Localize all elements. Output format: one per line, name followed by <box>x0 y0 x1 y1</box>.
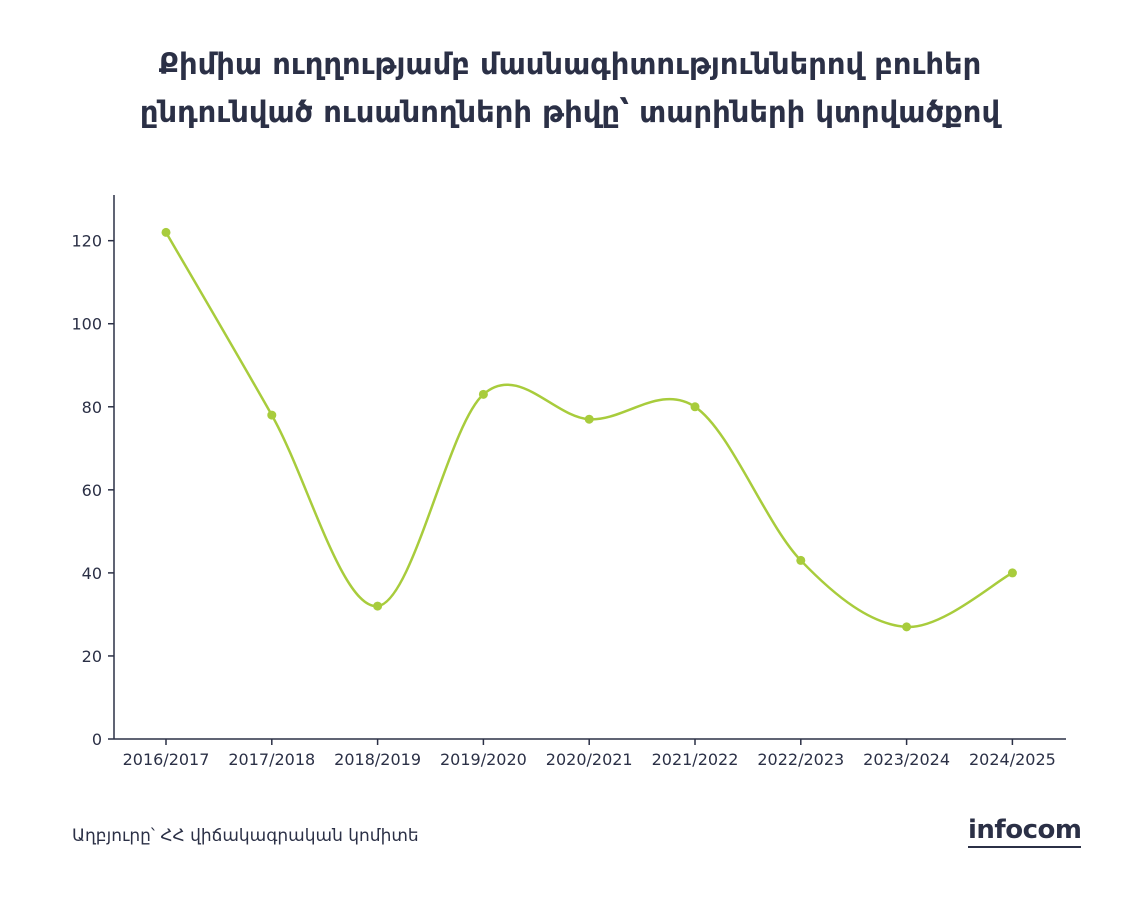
data-point <box>584 414 594 424</box>
chart-title: Քիմիա ուղղությամբ մասնագիտություններով բ… <box>40 40 1100 136</box>
x-tick-label: 2018/2019 <box>334 750 421 769</box>
chart-title-line-2: ընդունված ուսանողների թիվը՝ տարիների կտր… <box>139 95 1001 129</box>
data-point <box>373 601 383 611</box>
x-tick-label: 2020/2021 <box>546 750 633 769</box>
x-tick-label: 2017/2018 <box>228 750 315 769</box>
source-note: Աղբյուրը՝ ՀՀ վիճակագրական կոմիտե <box>72 826 419 846</box>
data-point <box>690 402 700 412</box>
y-tick-label: 80 <box>82 398 102 417</box>
y-tick-label: 40 <box>82 564 102 583</box>
x-tick-label: 2019/2020 <box>440 750 527 769</box>
data-point <box>1007 568 1017 578</box>
infocom-logo: infocom <box>968 816 1082 848</box>
y-tick-label: 20 <box>82 647 102 666</box>
series-line <box>164 231 1013 629</box>
x-tick-label: 2021/2022 <box>652 750 739 769</box>
x-tick-label: 2023/2024 <box>863 750 950 769</box>
y-tick-label: 100 <box>71 315 102 334</box>
x-tick-label: 2016/2017 <box>123 750 210 769</box>
data-point <box>267 410 277 420</box>
chart-title-line-1: Քիմիա ուղղությամբ մասնագիտություններով բ… <box>158 47 982 81</box>
y-tick-label: 60 <box>82 481 102 500</box>
data-point <box>161 227 171 237</box>
data-point <box>796 555 806 565</box>
data-point <box>478 389 488 399</box>
y-tick-label: 120 <box>71 232 102 251</box>
data-point <box>902 622 912 632</box>
x-tick-label: 2022/2023 <box>757 750 844 769</box>
x-tick-label: 2024/2025 <box>969 750 1056 769</box>
y-tick-label: 0 <box>92 730 102 749</box>
